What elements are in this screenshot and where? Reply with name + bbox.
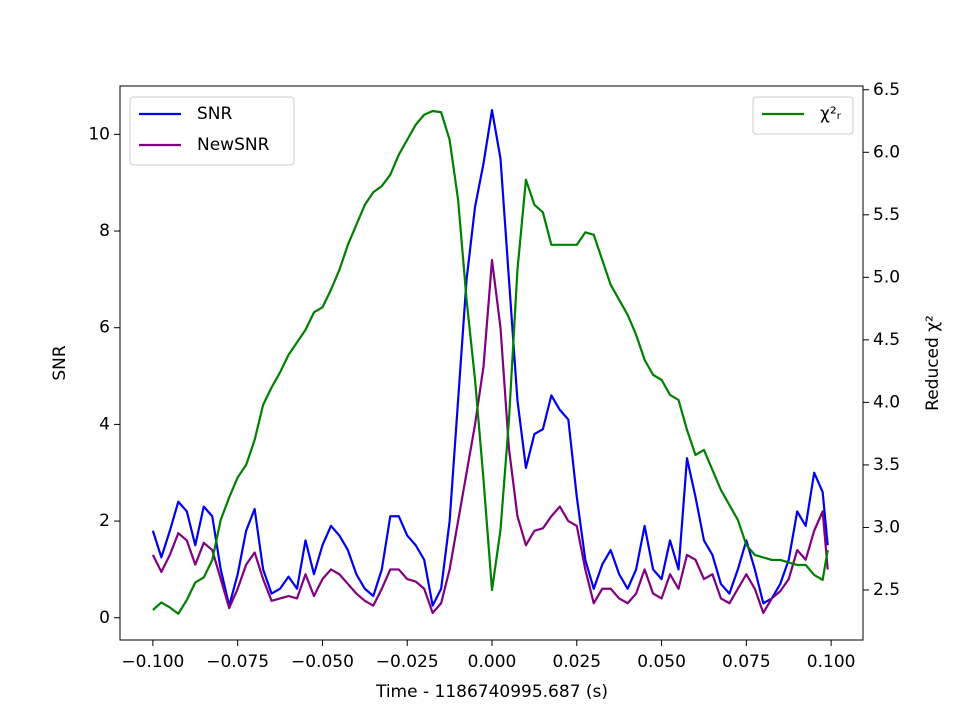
legend-box (752, 96, 854, 135)
x-tick-label: 0.100 (807, 652, 856, 672)
y2-tick-label: 5.0 (873, 267, 900, 287)
plot-frame (119, 85, 864, 641)
legend-label: SNR (197, 104, 233, 124)
y-tick-label: 2 (99, 511, 110, 531)
y2-tick-label: 2.5 (873, 580, 900, 600)
x-tick-label: 0.025 (552, 652, 601, 672)
x-tick-label: 0.075 (722, 652, 771, 672)
x-tick-label: −0.075 (206, 652, 269, 672)
legend-label: χ²ᵣ (820, 104, 842, 124)
y2-tick-label: 3.5 (873, 455, 900, 475)
y-tick-label: 4 (99, 414, 110, 434)
y2-tick-label: 4.0 (873, 392, 900, 412)
x-axis-label: Time - 1186740995.687 (s) (375, 682, 608, 702)
x-tick-label: −0.025 (376, 652, 439, 672)
x-tick-label: 0.050 (637, 652, 686, 672)
y2-tick-label: 6.0 (873, 142, 900, 162)
y-tick-label: 8 (99, 221, 110, 241)
y-tick-label: 0 (99, 608, 110, 628)
y-tick-label: 10 (88, 124, 110, 144)
series-line (151, 109, 829, 607)
x-tick-label: 0.000 (468, 652, 517, 672)
y2-tick-label: 4.5 (873, 330, 900, 350)
y2-tick-label: 6.5 (873, 80, 900, 100)
series-line (151, 258, 829, 615)
y-axis-label: SNR (50, 345, 70, 381)
y-tick-label: 6 (99, 318, 110, 338)
y2-tick-label: 3.0 (873, 517, 900, 537)
y2-tick-label: 5.5 (873, 205, 900, 225)
legend-label: NewSNR (197, 135, 270, 155)
series-line (152, 109, 829, 615)
x-tick-label: −0.050 (291, 652, 354, 672)
x-tick-label: −0.100 (121, 652, 184, 672)
y2-axis-label: Reduced χ² (923, 315, 943, 411)
